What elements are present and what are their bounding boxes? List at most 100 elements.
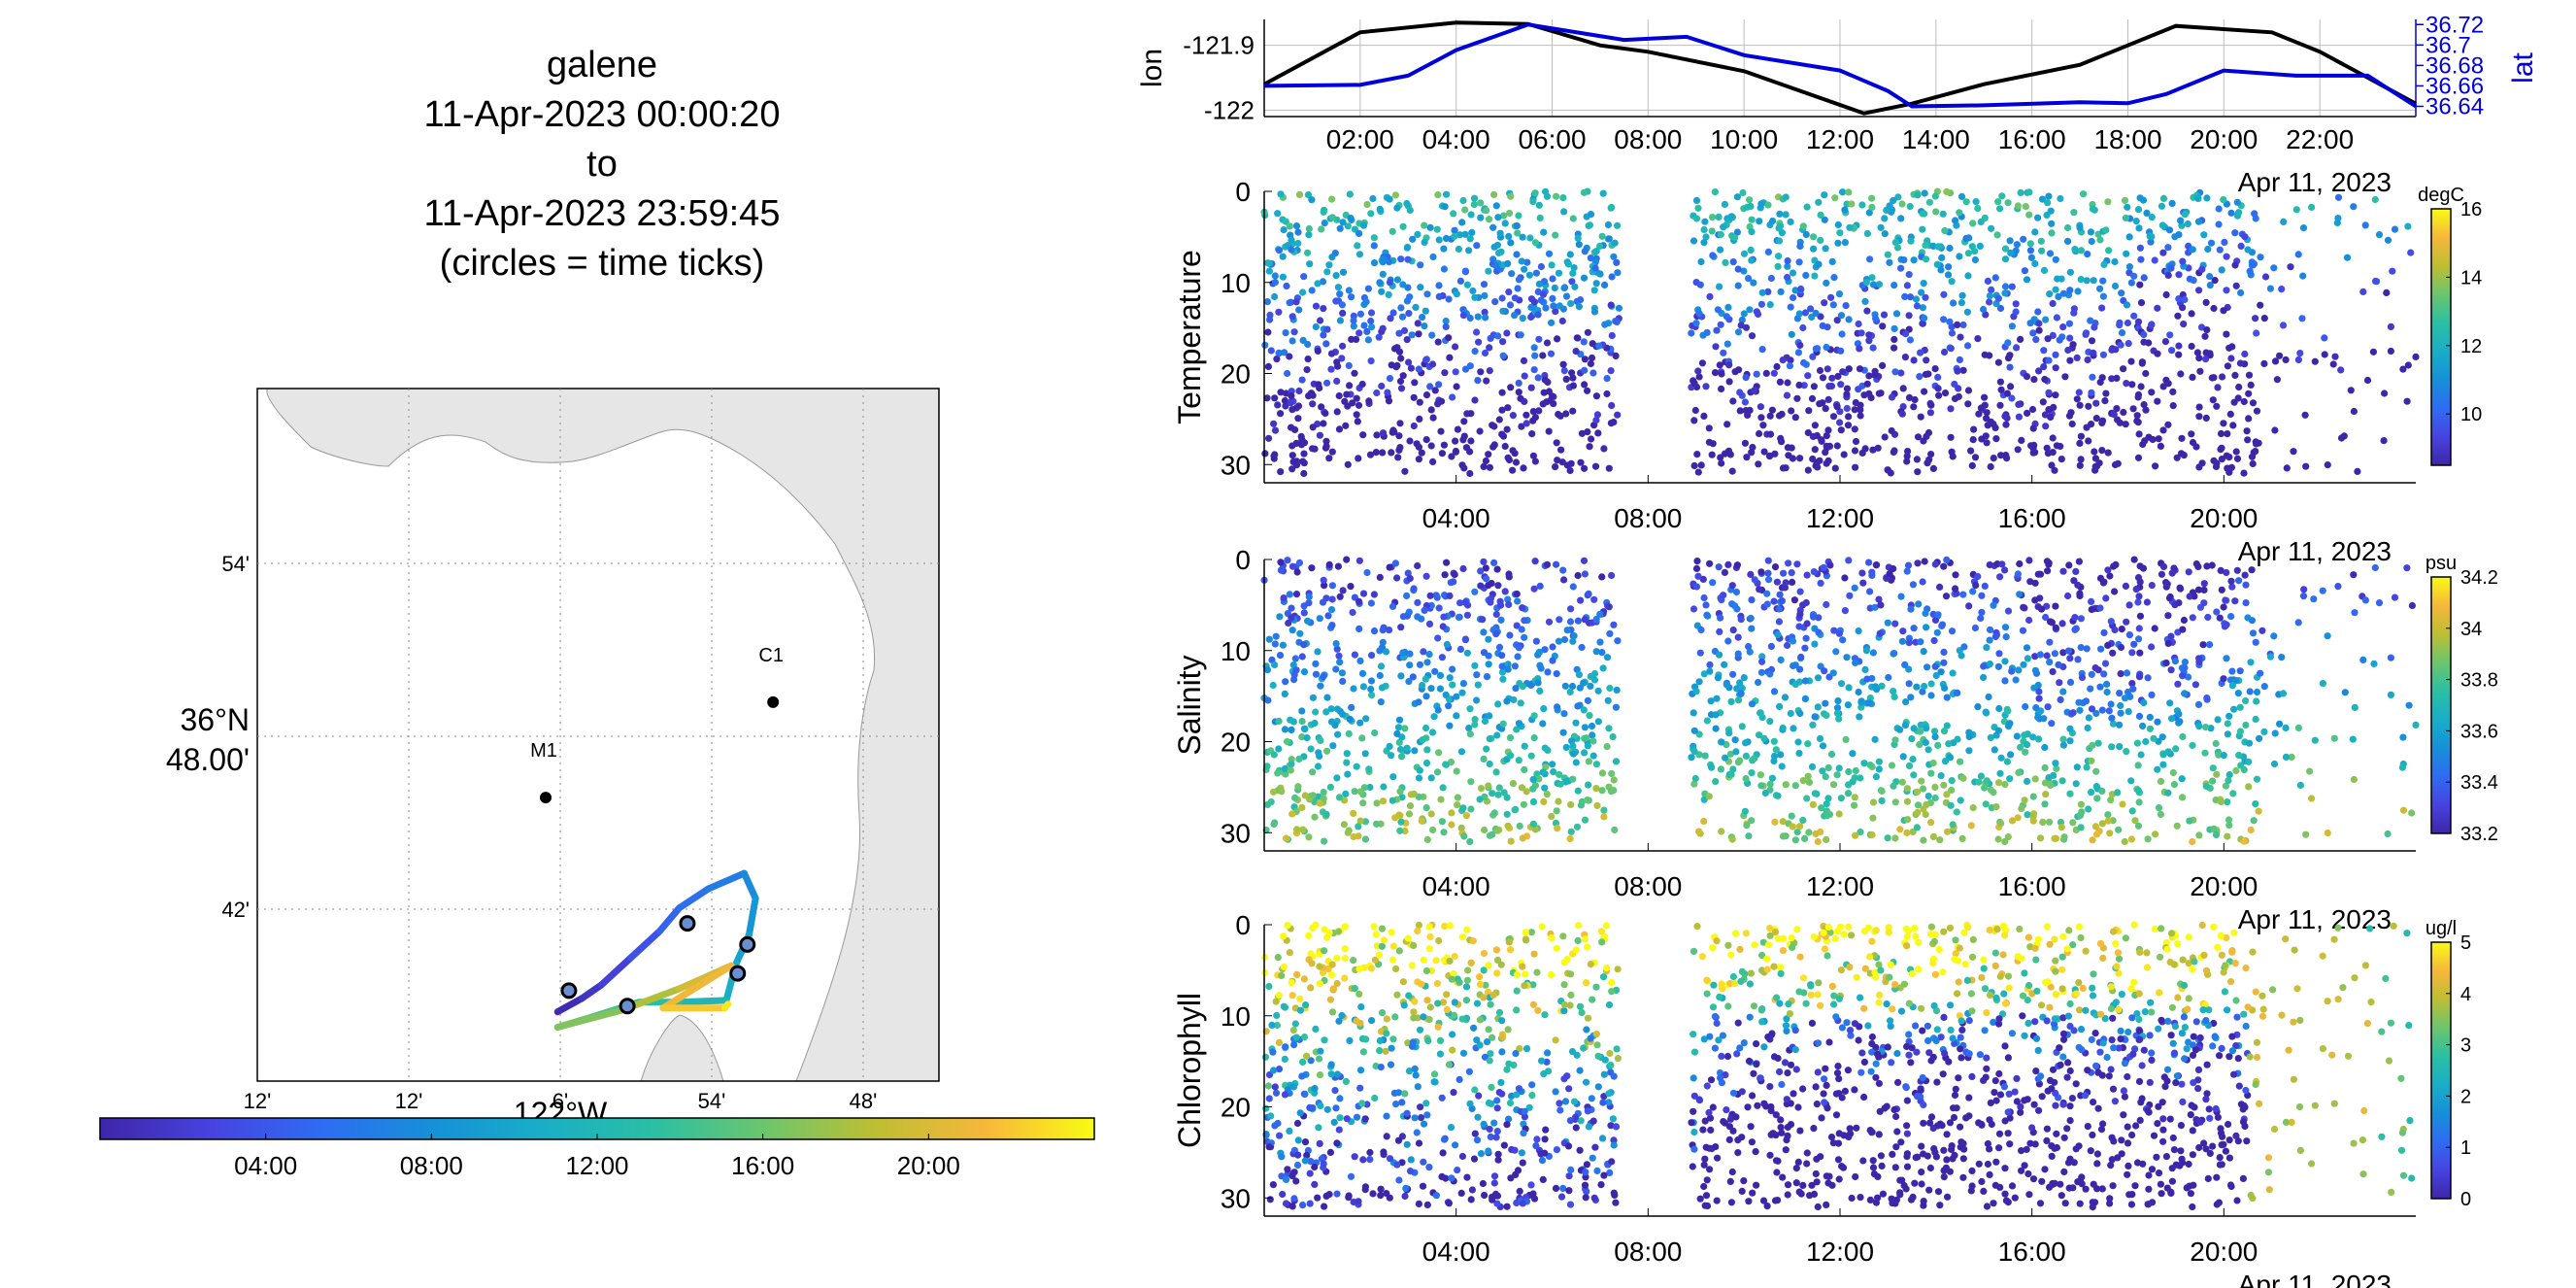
temperature-data-point — [1399, 281, 1407, 288]
salinity-data-point — [1474, 681, 1482, 689]
chlorophyll-data-point — [1525, 1103, 1533, 1111]
chlorophyll-data-point — [2158, 1190, 2165, 1198]
salinity-data-point — [1379, 627, 1387, 634]
chlorophyll-data-point — [2328, 1051, 2336, 1059]
salinity-data-point — [1696, 649, 1704, 657]
temperature-data-point — [2021, 267, 2028, 275]
temperature-data-point — [1722, 258, 1729, 266]
temperature-data-point — [1803, 203, 1811, 211]
temperature-data-point — [1811, 446, 1819, 454]
salinity-data-point — [1995, 779, 2003, 787]
salinity-data-point — [1505, 600, 1513, 609]
salinity-data-point — [1796, 610, 1804, 619]
temperature-data-point — [1267, 347, 1275, 355]
temperature-data-point — [1740, 250, 1749, 257]
salinity-data-point — [1982, 800, 1990, 808]
temperature-data-point — [1486, 344, 1493, 352]
salinity-data-point — [2279, 690, 2288, 697]
salinity-data-point — [1292, 591, 1301, 598]
temperature-data-point — [1922, 370, 1929, 379]
temperature-data-point — [1518, 257, 1525, 265]
temperature-data-point — [1300, 469, 1308, 478]
lat-tick-label: 36.68 — [2425, 52, 2484, 79]
chlorophyll-data-point — [1278, 971, 1286, 980]
temperature-data-point — [2007, 249, 2015, 256]
salinity-data-point — [1355, 597, 1363, 606]
temperature-data-point — [1545, 427, 1553, 435]
salinity-data-point — [1320, 795, 1327, 802]
temperature-data-point — [2218, 266, 2225, 274]
temperature-data-point — [1865, 331, 1873, 339]
temperature-data-point — [1308, 287, 1316, 294]
chlorophyll-data-point — [1834, 928, 1842, 935]
salinity-data-point — [1477, 582, 1485, 590]
salinity-data-point — [2034, 713, 2042, 722]
temperature-data-point — [1386, 195, 1393, 203]
temperature-data-point — [2343, 254, 2352, 261]
temperature-data-point — [1532, 269, 1540, 277]
temperature-data-point — [1731, 368, 1739, 376]
temperature-data-point — [2104, 198, 2112, 206]
salinity-data-point — [1740, 674, 1748, 682]
salinity-data-point — [1927, 769, 1935, 777]
salinity-data-point — [1815, 614, 1823, 622]
chlorophyll-data-point — [1783, 1136, 1790, 1144]
temperature-data-point — [1414, 320, 1422, 327]
salinity-data-point — [2000, 718, 2008, 726]
salinity-data-point — [1940, 659, 1948, 666]
temperature-data-point — [2245, 415, 2253, 423]
chlorophyll-data-point — [2047, 983, 2055, 991]
salinity-data-point — [1541, 784, 1549, 792]
temperature-data-point — [1334, 362, 1342, 370]
chlorophyll-data-point — [1341, 923, 1349, 931]
temperature-data-point — [1756, 403, 1764, 411]
temperature-data-point — [1370, 259, 1379, 267]
salinity-data-point — [2059, 735, 2067, 743]
temperature-data-point — [1819, 374, 1827, 382]
chlorophyll-data-point — [1711, 1044, 1719, 1052]
temperature-data-point — [1837, 381, 1845, 389]
temperature-data-point — [1328, 254, 1336, 261]
salinity-data-point — [1572, 759, 1580, 766]
temperature-data-point — [1823, 279, 1830, 287]
temperature-data-point — [1522, 420, 1530, 427]
salinity-data-point — [1456, 645, 1464, 654]
temperature-data-point — [2105, 247, 2113, 254]
temperature-data-point — [1855, 320, 1862, 328]
temperature-data-point — [2092, 415, 2100, 423]
temperature-data-point — [1451, 232, 1458, 240]
salinity-data-point — [1737, 616, 1745, 624]
salinity-data-point — [1903, 567, 1911, 575]
temperature-data-point — [2135, 224, 2143, 232]
temperature-data-point — [1734, 265, 1742, 273]
temperature-data-point — [1305, 231, 1313, 239]
salinity-data-point — [1910, 771, 1918, 779]
salinity-data-point — [1493, 565, 1501, 573]
salinity-data-point — [1581, 749, 1589, 757]
salinity-data-point — [1443, 559, 1451, 566]
salinity-data-point — [1328, 622, 1336, 629]
salinity-data-point — [1515, 757, 1522, 764]
temperature-data-point — [2035, 367, 2043, 375]
temperature-data-point — [1795, 310, 1803, 318]
chlorophyll-data-point — [2101, 1015, 2109, 1023]
temperature-data-point — [1328, 195, 1336, 203]
temperature-data-point — [1709, 214, 1717, 221]
salinity-data-point — [2399, 806, 2408, 814]
salinity-data-point — [1869, 649, 1877, 657]
salinity-data-point — [1795, 749, 1803, 758]
salinity-data-point — [2159, 562, 2168, 571]
temperature-data-point — [1861, 297, 1869, 305]
chlorophyll-data-point — [1434, 1023, 1442, 1031]
salinity-data-point — [2185, 568, 2192, 576]
temperature-data-point — [1592, 392, 1600, 400]
temperature-data-point — [1764, 201, 1772, 209]
chlorophyll-data-point — [1414, 1083, 1422, 1091]
temperature-data-point — [1531, 458, 1539, 465]
temperature-data-point — [1983, 439, 1991, 447]
temperature-data-point — [1720, 223, 1727, 231]
temperature-data-point — [1587, 254, 1594, 262]
chlorophyll-data-point — [1794, 1158, 1802, 1166]
salinity-data-point — [1536, 687, 1544, 695]
salinity-data-point — [1394, 724, 1403, 731]
